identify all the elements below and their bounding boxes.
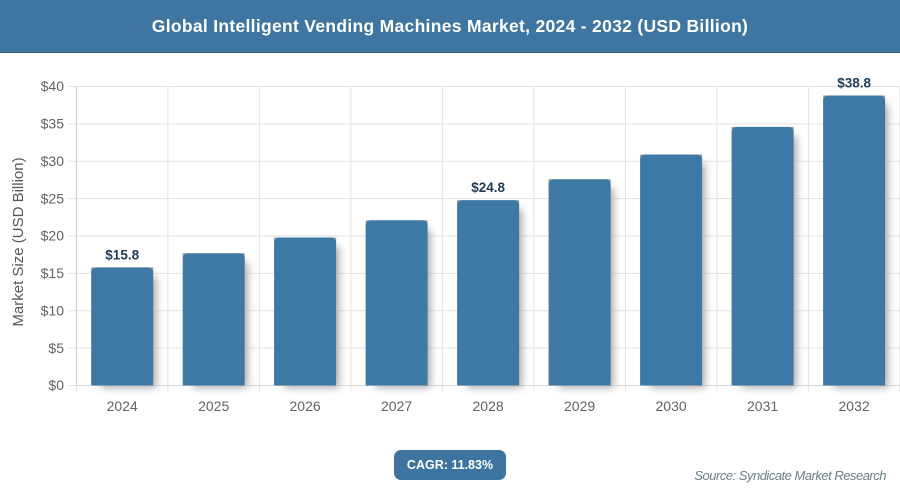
svg-text:$40: $40: [41, 78, 65, 94]
svg-text:Market Size (USD Billion): Market Size (USD Billion): [10, 157, 27, 326]
svg-text:$15.8: $15.8: [105, 247, 139, 262]
svg-text:$30: $30: [41, 153, 65, 169]
svg-text:2030: 2030: [656, 398, 687, 414]
svg-text:2032: 2032: [839, 398, 870, 414]
svg-text:2028: 2028: [473, 398, 504, 414]
svg-text:2031: 2031: [747, 398, 778, 414]
svg-text:$20: $20: [41, 228, 65, 244]
svg-text:2025: 2025: [198, 398, 229, 414]
svg-text:$10: $10: [41, 302, 65, 318]
svg-text:2024: 2024: [107, 398, 138, 414]
svg-text:$15: $15: [41, 265, 65, 281]
svg-text:2027: 2027: [381, 398, 412, 414]
svg-text:2029: 2029: [564, 398, 595, 414]
svg-text:$5: $5: [48, 340, 64, 356]
svg-text:$24.8: $24.8: [471, 180, 505, 195]
svg-text:$25: $25: [41, 190, 65, 206]
svg-text:$35: $35: [41, 116, 65, 132]
svg-text:2026: 2026: [290, 398, 321, 414]
svg-text:$0: $0: [48, 377, 64, 393]
svg-text:$38.8: $38.8: [837, 76, 871, 91]
